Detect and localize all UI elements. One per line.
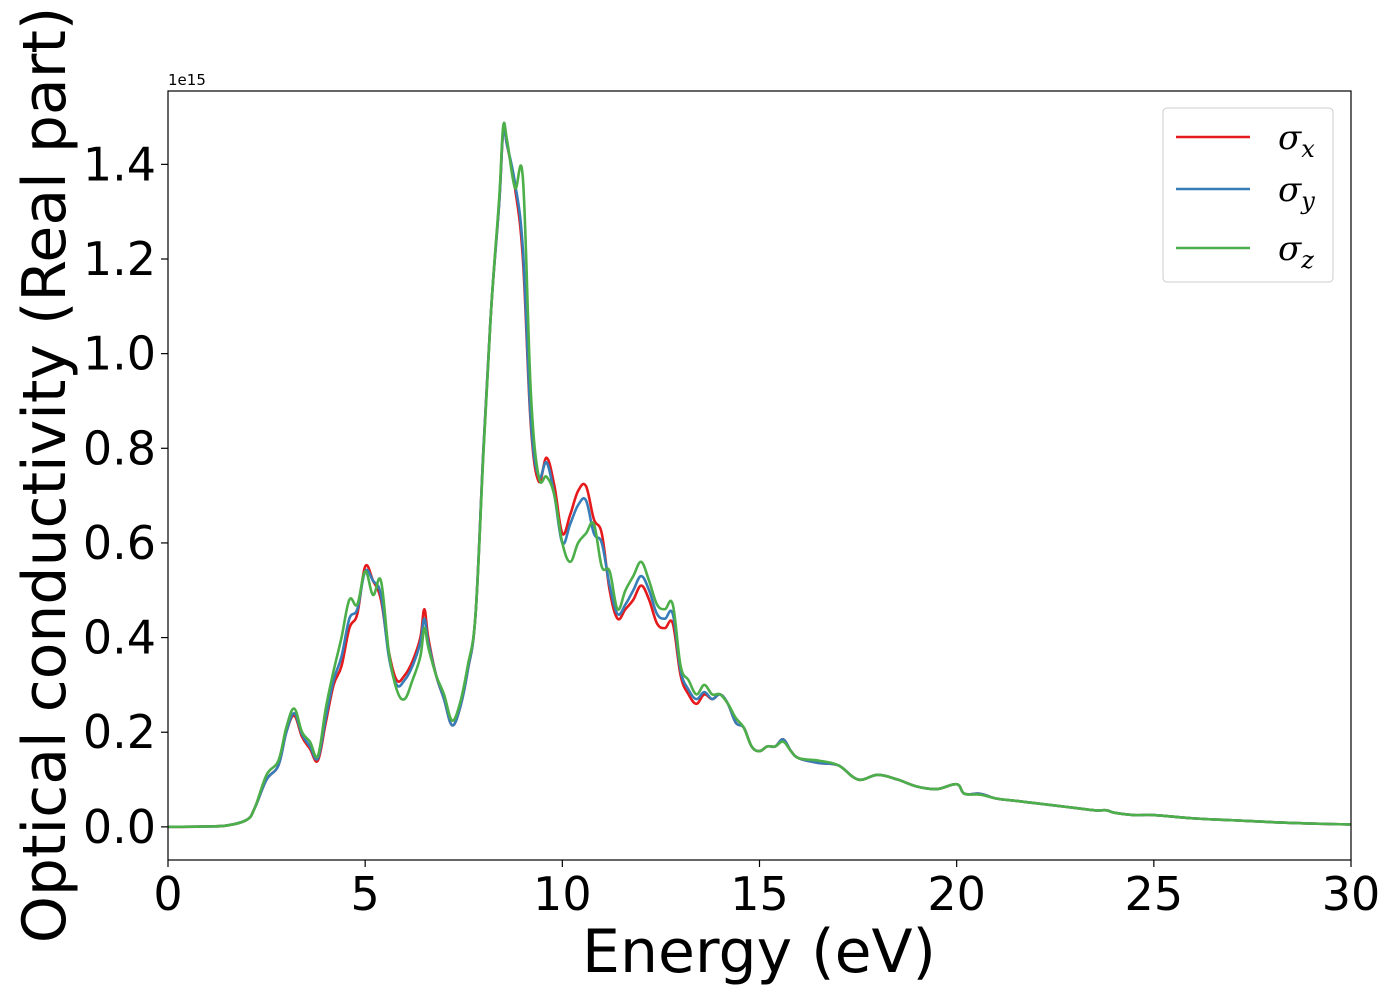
y-tick-label: 0.6 [83, 516, 156, 570]
x-tick-label: 30 [1322, 867, 1381, 921]
y-tick-label: 0.0 [83, 800, 156, 854]
y-tick-label: 0.8 [83, 421, 156, 475]
y-tick-label: 0.4 [83, 611, 156, 665]
legend-label-subscript: x [1301, 135, 1315, 163]
legend-label-subscript: z [1300, 246, 1314, 274]
y-tick-label: 1.4 [83, 137, 156, 191]
y-tick-label: 1.0 [83, 327, 156, 381]
x-tick-label: 20 [927, 867, 986, 921]
y-tick-label: 0.2 [83, 705, 156, 759]
x-tick-label: 0 [153, 867, 182, 921]
x-axis-ticks: 0 5 10 15 20 25 30 [153, 860, 1380, 921]
x-tick-label: 25 [1125, 867, 1184, 921]
y-axis-label: Optical conductivity (Real part) [10, 7, 80, 944]
x-axis-label: Energy (eV) [582, 917, 936, 987]
legend-label-subscript: y [1300, 187, 1315, 215]
x-tick-label: 15 [730, 867, 789, 921]
legend-box [1162, 107, 1334, 283]
x-tick-label: 5 [351, 867, 380, 921]
legend-entry-x: σx [1176, 118, 1315, 163]
x-tick-label: 10 [533, 867, 592, 921]
y-offset-text: 1e15 [168, 71, 206, 89]
y-tick-label: 1.2 [83, 232, 156, 286]
y-axis-ticks: 0.0 0.2 0.4 0.6 0.8 1.0 1.2 1.4 [83, 137, 168, 854]
series-layer [168, 121, 1351, 829]
series-line-z [168, 121, 1351, 829]
